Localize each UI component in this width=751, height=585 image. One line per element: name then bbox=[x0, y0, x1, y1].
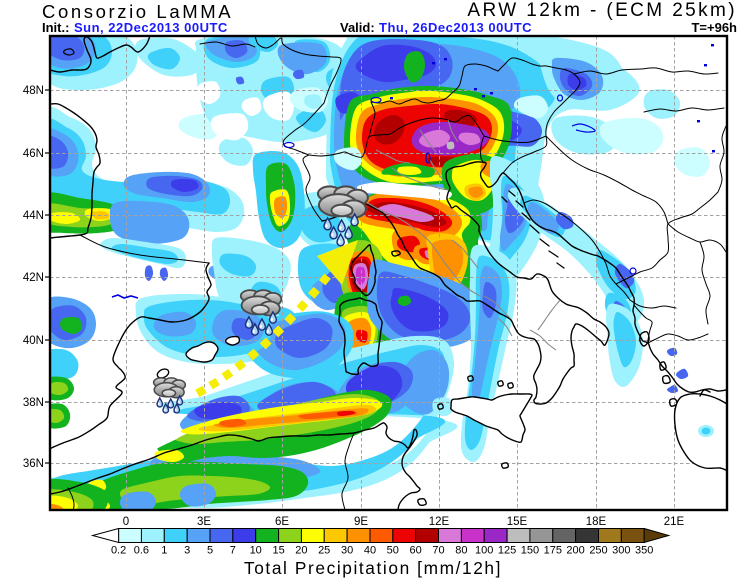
svg-text:0.6: 0.6 bbox=[134, 545, 149, 557]
svg-text:250: 250 bbox=[589, 545, 607, 557]
svg-text:18E: 18E bbox=[586, 516, 607, 528]
svg-text:Consorzio LaMMA: Consorzio LaMMA bbox=[42, 1, 233, 22]
svg-text:175: 175 bbox=[544, 545, 562, 557]
svg-text:1: 1 bbox=[161, 545, 167, 557]
svg-text:Init.:: Init.: bbox=[42, 20, 69, 35]
svg-text:20: 20 bbox=[295, 545, 307, 557]
svg-text:6E: 6E bbox=[275, 516, 289, 528]
svg-text:Sun, 22Dec2013 00UTC: Sun, 22Dec2013 00UTC bbox=[74, 20, 228, 35]
svg-text:350: 350 bbox=[635, 545, 653, 557]
svg-text:Valid:: Valid: bbox=[340, 20, 375, 35]
svg-text:7: 7 bbox=[230, 545, 236, 557]
svg-text:200: 200 bbox=[566, 545, 584, 557]
svg-text:T=+96h: T=+96h bbox=[691, 20, 737, 35]
svg-text:300: 300 bbox=[612, 545, 630, 557]
svg-text:15: 15 bbox=[272, 545, 284, 557]
svg-text:42N: 42N bbox=[23, 272, 44, 284]
svg-text:Thu, 26Dec2013 00UTC: Thu, 26Dec2013 00UTC bbox=[379, 20, 532, 35]
svg-text:25: 25 bbox=[318, 545, 330, 557]
svg-text:40N: 40N bbox=[23, 335, 44, 347]
svg-text:Total Precipitation [mm/12h]: Total Precipitation [mm/12h] bbox=[244, 558, 502, 578]
svg-text:38N: 38N bbox=[23, 397, 44, 409]
svg-text:60: 60 bbox=[409, 545, 421, 557]
svg-text:125: 125 bbox=[498, 545, 516, 557]
svg-text:40: 40 bbox=[364, 545, 376, 557]
svg-text:36N: 36N bbox=[23, 458, 44, 470]
svg-text:0.2: 0.2 bbox=[111, 545, 126, 557]
svg-text:3: 3 bbox=[184, 545, 190, 557]
svg-text:0: 0 bbox=[123, 516, 129, 528]
svg-text:5: 5 bbox=[207, 545, 213, 557]
svg-text:21E: 21E bbox=[664, 516, 685, 528]
svg-text:30: 30 bbox=[341, 545, 353, 557]
svg-text:12E: 12E bbox=[429, 516, 450, 528]
svg-text:46N: 46N bbox=[23, 148, 44, 160]
svg-text:80: 80 bbox=[455, 545, 467, 557]
svg-text:48N: 48N bbox=[23, 85, 44, 97]
svg-text:50: 50 bbox=[387, 545, 399, 557]
svg-text:44N: 44N bbox=[23, 210, 44, 222]
svg-text:15E: 15E bbox=[507, 516, 528, 528]
svg-text:100: 100 bbox=[475, 545, 493, 557]
svg-text:9E: 9E bbox=[354, 516, 368, 528]
svg-text:10: 10 bbox=[250, 545, 262, 557]
svg-text:70: 70 bbox=[432, 545, 444, 557]
svg-text:3E: 3E bbox=[197, 516, 211, 528]
svg-text:150: 150 bbox=[521, 545, 539, 557]
svg-text:ARW 12km - (ECM 25km): ARW 12km - (ECM 25km) bbox=[467, 0, 737, 21]
